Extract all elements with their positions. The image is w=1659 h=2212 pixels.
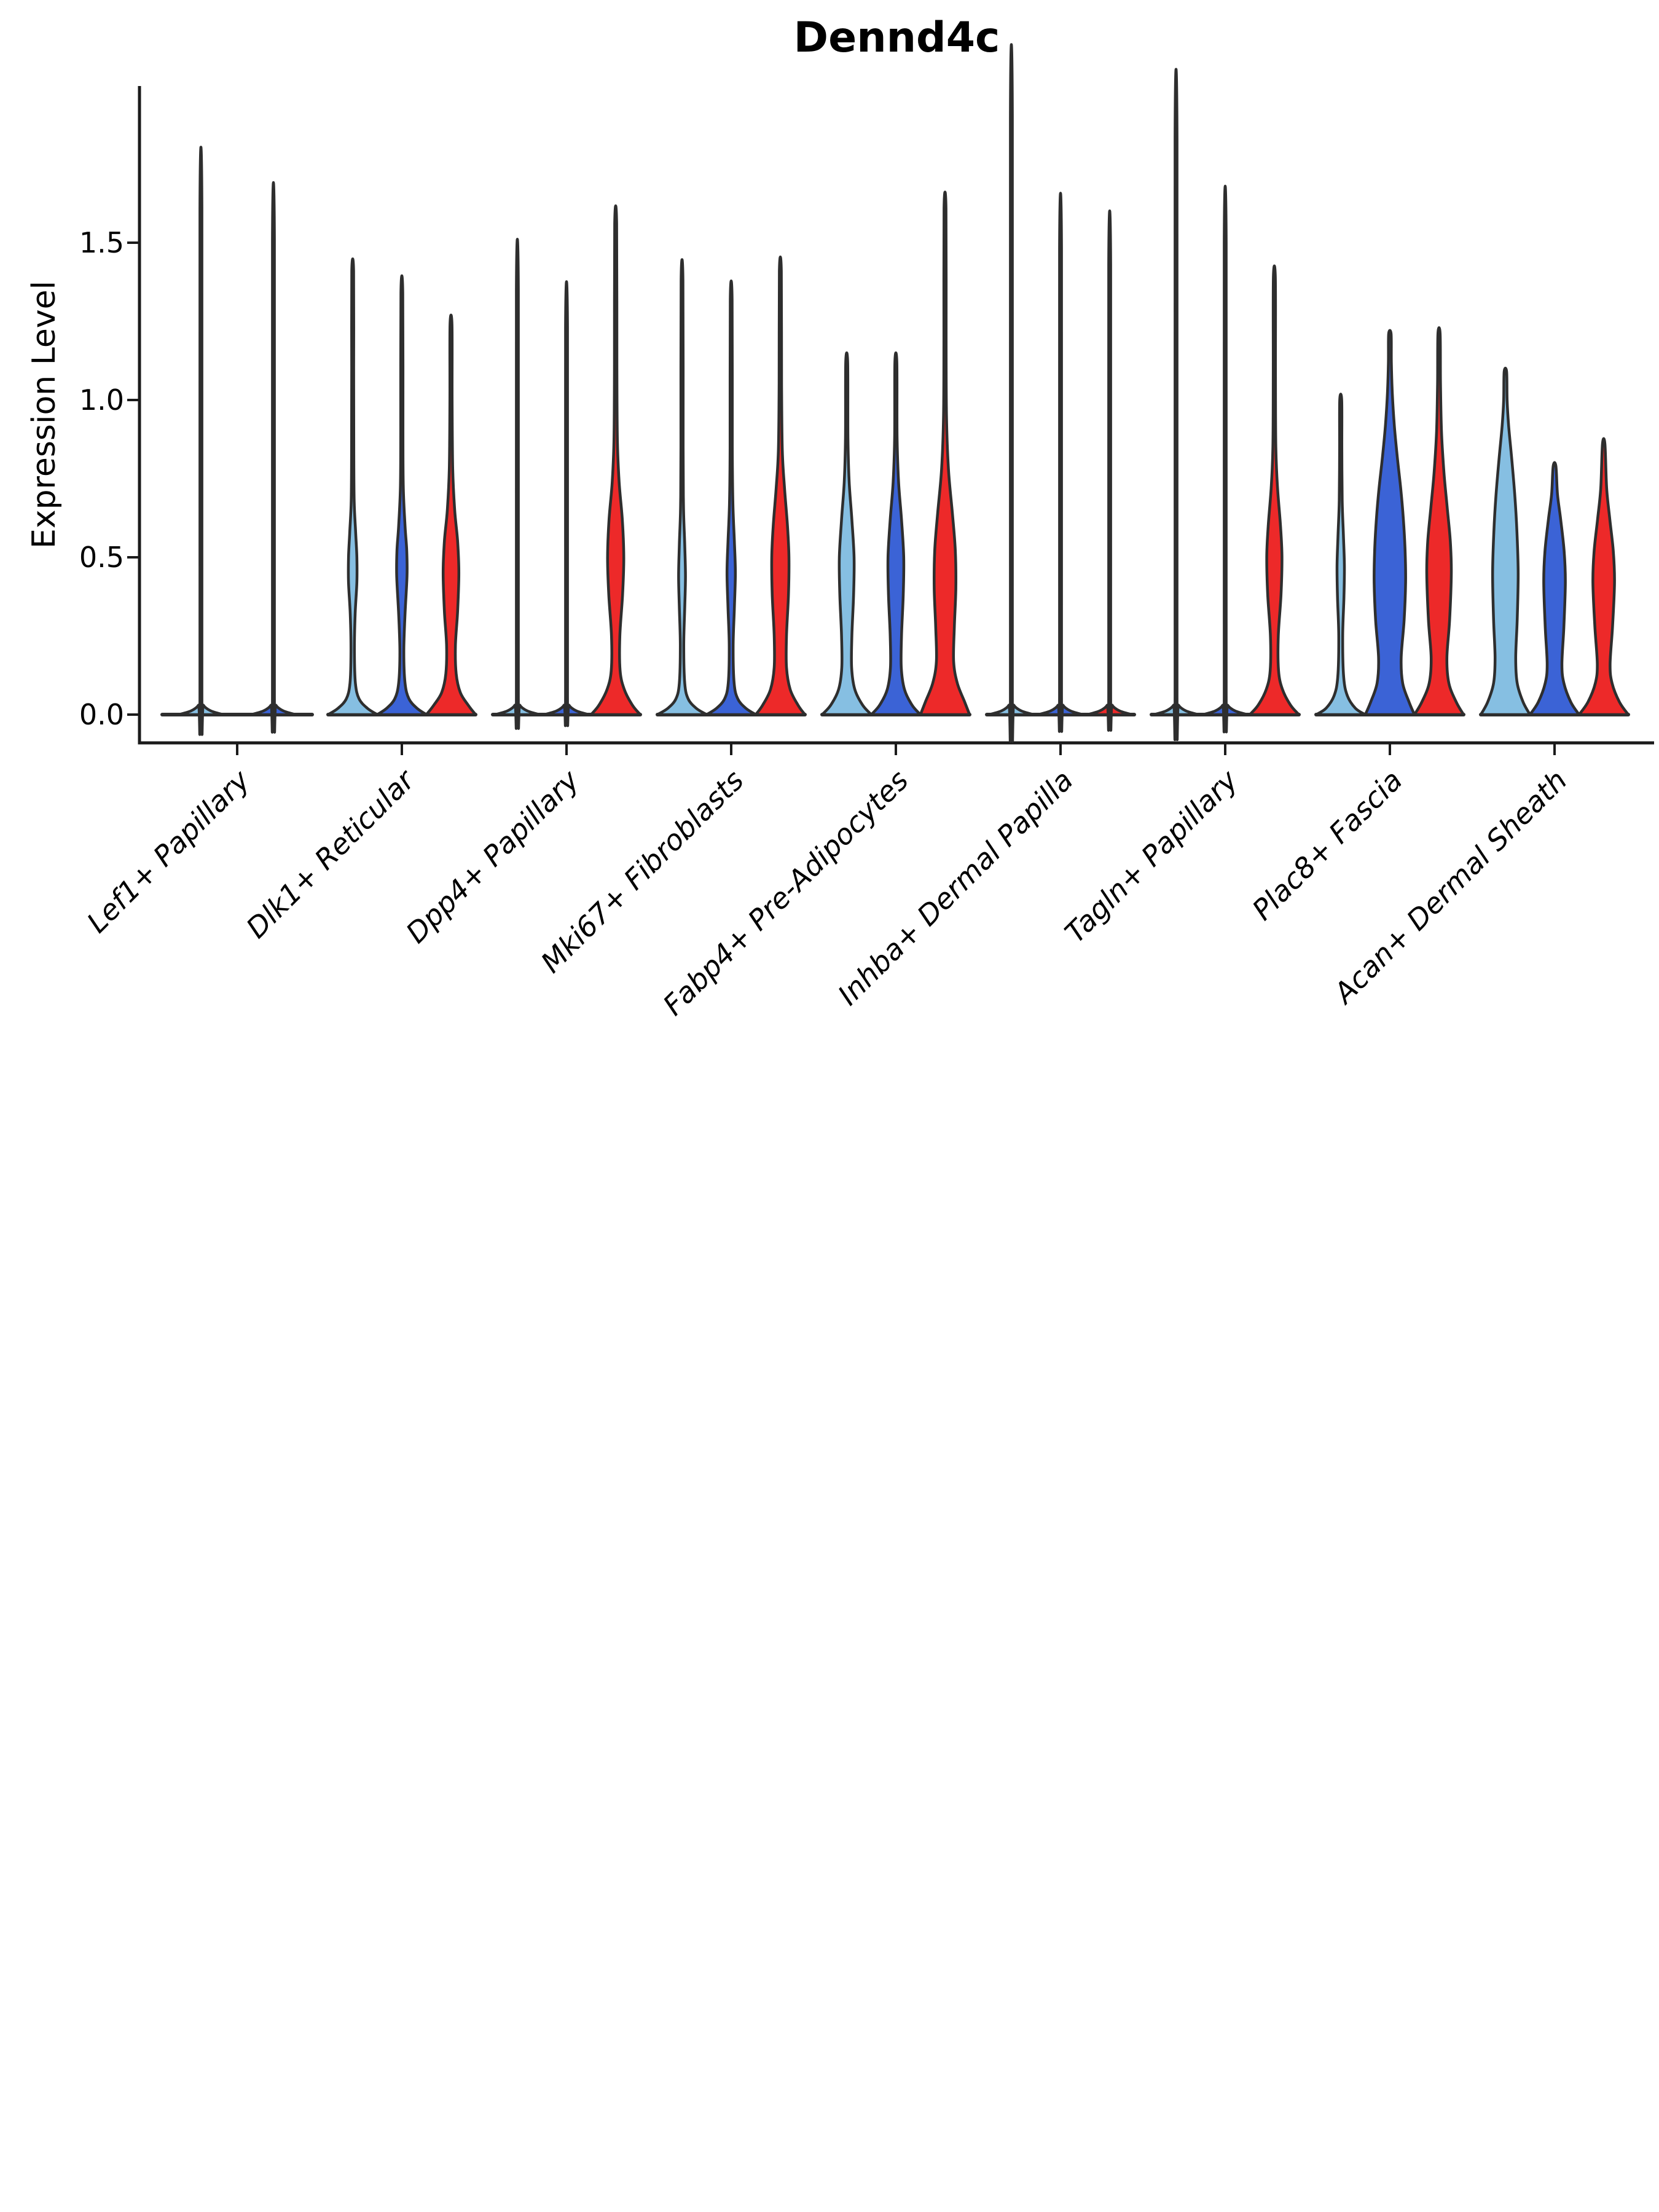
violin-4-series-1 [869,351,922,716]
violin-5-series-2 [1086,209,1134,732]
violin-6-series-0 [1152,68,1200,741]
violin-4-series-2 [919,190,971,716]
y-tick-label: 1.5 [79,226,124,259]
violin-7-series-0 [1314,393,1367,716]
violin-5-series-0 [987,43,1035,743]
violin-5-series-1 [1037,192,1084,733]
y-tick-label: 0.0 [79,698,124,731]
violin-6-series-1 [1201,184,1249,734]
violin-1-series-2 [425,313,477,716]
y-tick-label: 0.5 [79,541,124,574]
violin-2-series-0 [493,238,541,730]
violin-3-series-2 [754,255,807,716]
violin-1-series-0 [326,257,379,716]
violin-2-series-1 [543,280,590,728]
violin-4-series-0 [820,351,873,716]
violin-8-series-0 [1479,366,1532,716]
violin-7-series-2 [1413,326,1465,716]
violin-0-series-1 [249,181,297,734]
y-tick-label: 1.0 [79,383,124,417]
violin-3-series-0 [656,258,708,716]
violin-1-series-1 [375,274,428,716]
violin-8-series-2 [1577,437,1630,716]
violin-0-series-0 [177,146,225,736]
plot-title: Dennd4c [793,14,1000,62]
violin-7-series-1 [1363,329,1416,716]
violin-3-series-1 [705,279,758,716]
violin-figure: Dennd4c Expression Level 0.0 0.5 1.0 1.5 Le… [26,14,1654,1022]
violin-6-series-2 [1248,264,1301,716]
violin-8-series-1 [1528,461,1581,716]
violin-2-series-2 [589,204,642,716]
plot-canvas [127,43,1654,755]
